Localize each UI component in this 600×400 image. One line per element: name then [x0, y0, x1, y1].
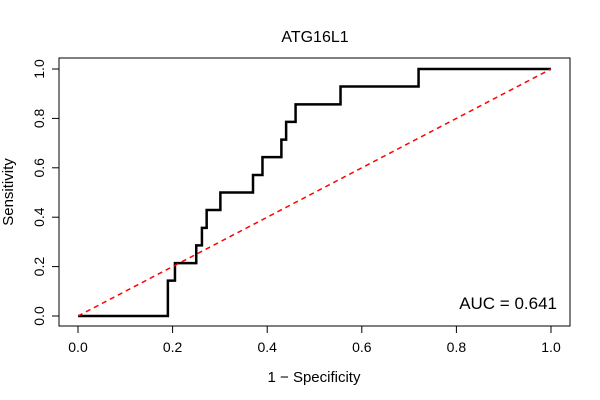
x-tick-label: 0.2	[163, 339, 183, 355]
roc-curve-line	[78, 67, 551, 318]
y-tick-label: 0.2	[31, 257, 47, 277]
x-tick-label: 0.8	[447, 339, 467, 355]
y-tick-label: 0.4	[31, 207, 47, 227]
x-tick-label: 0.0	[68, 339, 88, 355]
x-tick-label: 0.6	[352, 339, 372, 355]
y-axis: 0.0 0.2 0.4 0.6 0.8 1.0	[31, 59, 60, 326]
y-tick-label: 0.0	[31, 306, 47, 326]
chart-title: ATG16L1	[281, 29, 348, 46]
auc-annotation: AUC = 0.641	[459, 294, 557, 313]
x-tick-label: 0.4	[257, 339, 277, 355]
x-tick-label: 1.0	[541, 339, 561, 355]
x-axis-label: 1 − Specificity	[268, 369, 361, 386]
y-axis-label: Sensitivity	[0, 158, 17, 226]
y-tick-label: 0.6	[31, 158, 47, 178]
y-tick-label: 1.0	[31, 59, 47, 79]
plot-area	[77, 67, 552, 318]
reference-diagonal-line	[77, 68, 552, 317]
y-tick-label: 0.8	[31, 108, 47, 128]
x-axis: 0.0 0.2 0.4 0.6 0.8 1.0	[68, 325, 561, 355]
